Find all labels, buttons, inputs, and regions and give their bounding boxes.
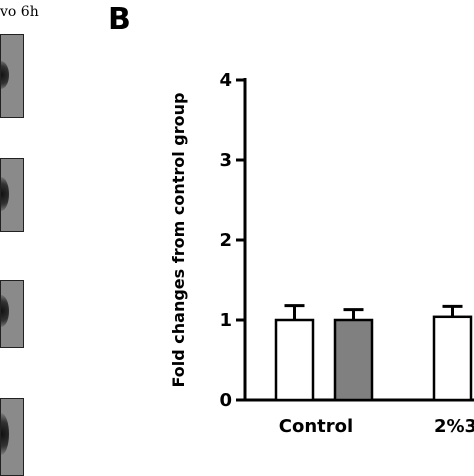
- y-tick-label: 2: [219, 230, 232, 251]
- blot-band-3: [0, 280, 24, 348]
- bar: [333, 318, 374, 402]
- y-axis-label: Fold changes from control group: [169, 93, 188, 388]
- western-blot-strip: [0, 0, 30, 476]
- blot-band-2: [0, 158, 24, 232]
- panel-a-caption: vo 6h: [0, 4, 39, 20]
- y-tick-label: 3: [219, 150, 232, 171]
- y-tick-label: 0: [219, 390, 232, 411]
- y-tick-label: 1: [219, 310, 232, 331]
- blot-band-1: [0, 34, 24, 118]
- x-category-label: 2%3: [434, 416, 474, 437]
- y-tick-label: 4: [219, 70, 232, 91]
- bar: [274, 318, 315, 402]
- blot-band-4: [0, 398, 24, 476]
- panel-b-label: B: [108, 2, 131, 37]
- x-category-label: Control: [279, 416, 353, 437]
- bar: [432, 315, 473, 402]
